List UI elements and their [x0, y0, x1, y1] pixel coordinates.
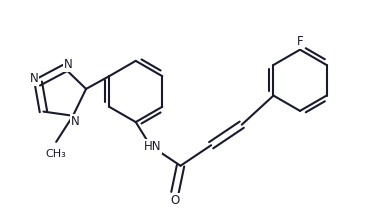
Text: HN: HN	[144, 140, 161, 153]
Text: N: N	[70, 115, 79, 128]
Text: O: O	[170, 194, 180, 207]
Text: N: N	[64, 58, 73, 71]
Text: CH₃: CH₃	[46, 149, 67, 159]
Text: F: F	[297, 35, 303, 48]
Text: N: N	[29, 72, 38, 85]
